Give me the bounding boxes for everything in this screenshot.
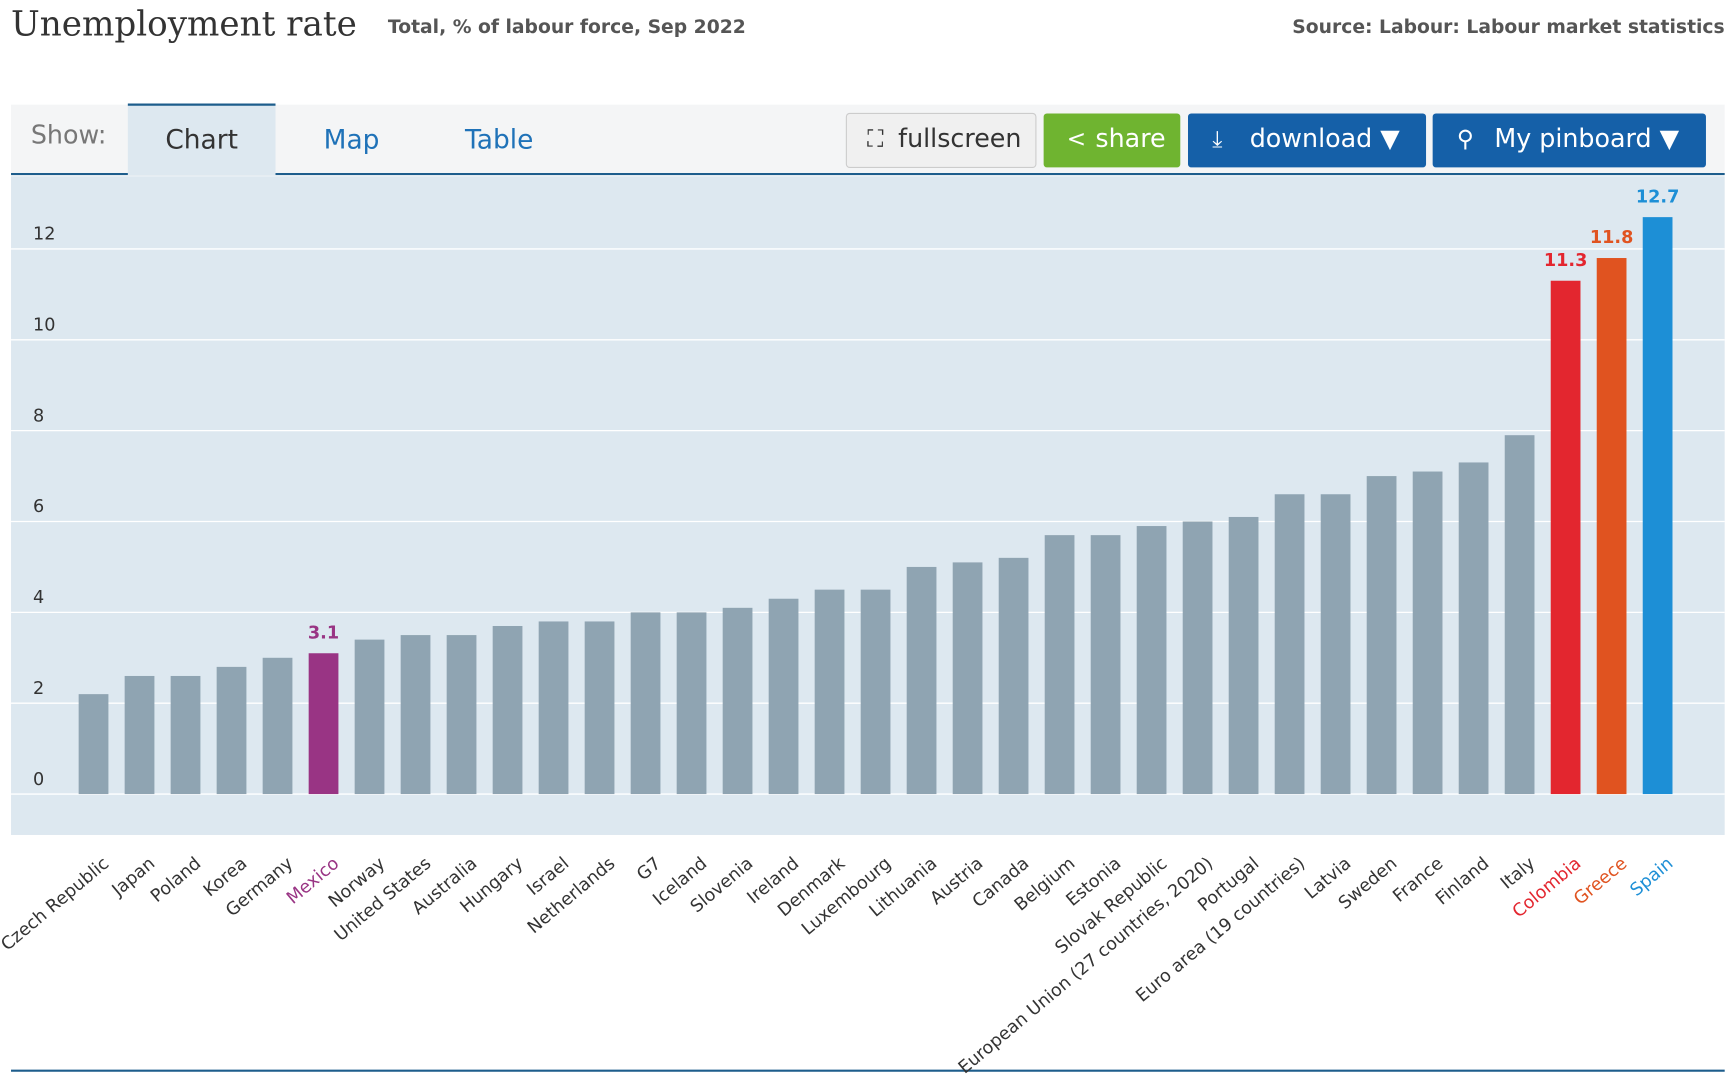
bar (400, 635, 431, 795)
bar (308, 653, 339, 795)
fullscreen-button[interactable] (845, 112, 1037, 168)
x-tick-label: Poland (147, 854, 205, 907)
y-tick-label: 8 (33, 406, 44, 426)
y-tick-label: 10 (33, 315, 55, 335)
bar (446, 635, 477, 795)
bar (1412, 471, 1443, 795)
download-button[interactable] (1188, 113, 1427, 168)
bar (170, 675, 201, 795)
button-label[interactable]: share (1095, 123, 1165, 153)
x-tick-label: Czech Republic (0, 854, 113, 955)
bar (952, 562, 983, 795)
tab[interactable]: Chart (165, 125, 238, 156)
share-icon: < (1067, 126, 1086, 152)
chart-subtitle: Total, % of labour force, Sep 2022 (388, 17, 746, 38)
bar (78, 694, 109, 795)
bar (538, 621, 569, 795)
bar (768, 598, 799, 795)
button-label[interactable]: download ▼ (1250, 123, 1401, 153)
bar (1274, 494, 1305, 795)
bar (1320, 494, 1351, 795)
chart-title: Unemployment rate (11, 4, 357, 44)
share-button[interactable] (1043, 113, 1181, 168)
bar (676, 612, 707, 795)
bar (1136, 526, 1167, 795)
button-label[interactable]: My pinboard ▼ (1494, 123, 1679, 153)
bar (1090, 535, 1121, 795)
tab-active[interactable] (127, 104, 276, 176)
value-label: 3.1 (308, 623, 339, 643)
tab[interactable]: Map (324, 125, 380, 156)
y-tick-label: 12 (33, 225, 55, 245)
bar (1550, 280, 1581, 795)
value-label: 11.8 (1590, 228, 1633, 248)
show-label: Show: (31, 120, 107, 150)
value-label: 11.3 (1544, 251, 1587, 271)
bar (722, 607, 753, 795)
x-tick-label: Greece (1570, 854, 1631, 910)
x-tick-label: G7 (633, 854, 665, 885)
bar (860, 589, 891, 795)
bar (630, 612, 661, 795)
bar (1458, 462, 1489, 795)
button-label[interactable]: fullscreen (898, 123, 1021, 153)
bar (1642, 217, 1673, 795)
tab[interactable]: Table (464, 125, 533, 156)
y-tick-label: 6 (33, 497, 44, 517)
pinboard-button[interactable] (1432, 113, 1706, 168)
bar (998, 557, 1029, 795)
pin-icon: ⚲ (1457, 126, 1474, 152)
y-tick-label: 0 (33, 770, 44, 790)
bar (906, 566, 937, 795)
bar (814, 589, 845, 795)
x-tick-label: Spain (1627, 854, 1678, 901)
bar (1044, 535, 1075, 795)
bar (354, 639, 385, 795)
y-tick-label: 4 (33, 588, 44, 608)
value-label: 12.7 (1636, 187, 1679, 207)
bar (1504, 435, 1535, 795)
download-icon: ⤓ (1212, 126, 1222, 152)
y-tick-label: 2 (33, 679, 44, 699)
bar (262, 657, 293, 795)
bar (1366, 476, 1397, 795)
bar (1228, 516, 1259, 795)
fullscreen-icon: ⛶ (867, 126, 884, 152)
bar (1182, 521, 1213, 795)
bar (492, 625, 523, 795)
bar (124, 675, 155, 795)
bar (584, 621, 615, 795)
bar (216, 666, 247, 795)
bar (1596, 258, 1627, 795)
source: Source: Labour: Labour market statistics (1292, 17, 1724, 38)
